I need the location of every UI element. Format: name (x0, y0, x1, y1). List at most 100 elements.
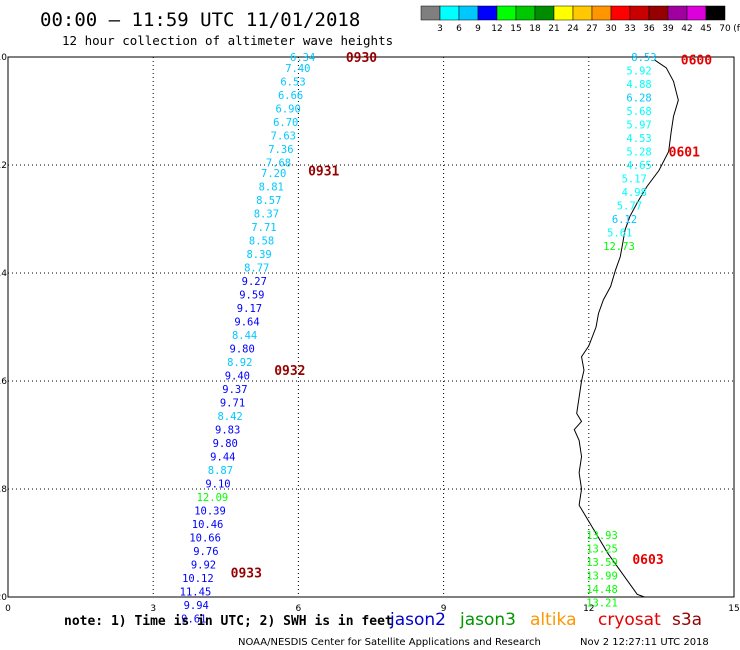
legend-swatch (591, 5, 612, 21)
swh-point-s3a: 7.40 (285, 63, 310, 75)
swh-point-s3a: 12.09 (197, 492, 229, 504)
legend-swatch (420, 5, 441, 21)
swh-point-s3a: 9.27 (242, 276, 267, 288)
swh-point-cryosat: 13.25 (586, 543, 618, 555)
swh-point-s3a: 8.42 (217, 411, 242, 423)
swh-point-cryosat: 5.97 (626, 120, 651, 132)
chart-subtitle: 12 hour collection of altimeter wave hei… (62, 33, 393, 48)
x-tick-labels: 0 3 6 9 12 15 (5, 604, 740, 614)
swh-point-s3a: 9.17 (237, 303, 262, 315)
plot-frame (7, 56, 735, 598)
satellite-cryosat: cryosat (598, 610, 661, 630)
legend-label: 70 (719, 24, 731, 34)
swh-point-s3a: 8.57 (256, 195, 281, 207)
swh-point-s3a: 8.37 (254, 209, 279, 221)
swh-point-s3a: 9.59 (239, 290, 264, 302)
time-label: 0932 (274, 364, 305, 379)
coastline (573, 59, 679, 598)
x-tick-label: 12 (583, 604, 594, 614)
swh-point-s3a: 9.61 (181, 614, 206, 626)
swh-point-s3a: 6.53 (280, 76, 305, 88)
swh-point-s3a: 9.71 (220, 398, 245, 410)
swh-point-cryosat: 13.21 (586, 597, 618, 609)
swh-point-s3a: 9.83 (215, 425, 240, 437)
swh-point-s3a: 8.92 (227, 357, 252, 369)
swh-point-s3a: 8.81 (259, 182, 284, 194)
swh-point-s3a: 8.58 (249, 236, 274, 248)
y-tick-label: -12 (0, 161, 7, 171)
swh-point-s3a: 9.40 (225, 371, 250, 383)
swh-point-cryosat: 6.12 (612, 214, 637, 226)
swh-point-s3a: 7.63 (271, 130, 296, 142)
y-tick-label: -18 (0, 485, 7, 495)
legend-swatch (667, 5, 688, 21)
y-tick-labels: -10 -12 -14 -16 -18 -20 (0, 53, 7, 603)
legend-swatch (515, 5, 536, 21)
legend-swatch (686, 5, 707, 21)
legend-swatch (496, 5, 517, 21)
legend-swatch (458, 5, 479, 21)
swh-point-cryosat: 5.92 (626, 66, 651, 78)
time-label: 0931 (308, 164, 339, 179)
swh-point-cryosat: 5.17 (622, 174, 647, 186)
swh-point-cryosat: 13.93 (586, 530, 618, 542)
satellite-altika: altika (530, 610, 577, 630)
legend-swatch (534, 5, 555, 21)
legend-label: 30 (605, 24, 617, 34)
legend-swatch (553, 5, 574, 21)
swh-point-s3a: 9.76 (193, 546, 218, 558)
legend-swatch (439, 5, 460, 21)
swh-point-s3a: 9.80 (213, 438, 238, 450)
satellite-legend: jason2 jason3 altika cryosat s3a (389, 610, 702, 630)
swh-point-cryosat: 13.59 (586, 557, 618, 569)
swh-point-s3a: 6.70 (273, 117, 298, 129)
swh-point-s3a: 10.39 (194, 506, 226, 518)
swh-point-cryosat: 5.61 (607, 228, 632, 240)
y-tick-label: -16 (0, 377, 7, 387)
swh-point-cryosat: 4.88 (626, 79, 651, 91)
swh-point-s3a: 6.66 (278, 90, 303, 102)
legend-swatch (572, 5, 593, 21)
swh-point-s3a: 9.92 (191, 560, 216, 572)
swh-point-s3a: 9.10 (205, 479, 230, 491)
time-label: 0601 (669, 146, 700, 161)
swh-point-s3a: 9.37 (222, 384, 247, 396)
swh-point-cryosat: 5.77 (617, 201, 642, 213)
swh-point-cryosat: 4.53 (626, 133, 651, 145)
swh-point-cryosat: 4.65 (626, 160, 651, 172)
swh-point-cryosat: 14.48 (586, 584, 618, 596)
swh-point-s3a: 10.12 (182, 573, 214, 585)
legend-label: 6 (456, 24, 462, 34)
swh-point-cryosat: 5.68 (626, 106, 651, 118)
legend-label: 39 (662, 24, 674, 34)
swh-point-cryosat: 5.28 (626, 147, 651, 159)
swh-point-s3a: 8.87 (208, 465, 233, 477)
time-label: 0933 (231, 567, 262, 582)
swh-point-cryosat: 4.98 (622, 187, 647, 199)
time-label: 0603 (632, 553, 663, 568)
swh-point-s3a: 9.80 (230, 344, 255, 356)
legend-label: 45 (700, 24, 711, 34)
swh-point-s3a: 9.64 (234, 317, 259, 329)
legend-label: 9 (475, 24, 481, 34)
legend-label: 12 (491, 24, 502, 34)
swh-point-s3a: 9.44 (210, 452, 235, 464)
legend-label: 33 (624, 24, 635, 34)
swh-point-cryosat: 12.73 (603, 241, 635, 253)
x-tick-label: 0 (5, 604, 11, 614)
x-tick-label: 3 (150, 604, 156, 614)
swh-point-s3a: 10.46 (192, 519, 224, 531)
legend-label: 36 (643, 24, 655, 34)
swh-point-s3a: 8.77 (244, 263, 269, 275)
swh-point-s3a: 9.94 (184, 600, 209, 612)
y-tick-label: -10 (0, 53, 7, 63)
legend-label: (ft) (733, 24, 740, 34)
chart-title: 00:00 – 11:59 UTC 11/01/2018 (40, 9, 360, 31)
legend-label: 21 (548, 24, 559, 34)
legend-label: 42 (681, 24, 692, 34)
swh-point-s3a: 8.44 (232, 330, 257, 342)
legend-label: 24 (567, 24, 579, 34)
swh-point-cryosat: 8.53 (631, 52, 656, 64)
x-tick-label: 6 (296, 604, 302, 614)
